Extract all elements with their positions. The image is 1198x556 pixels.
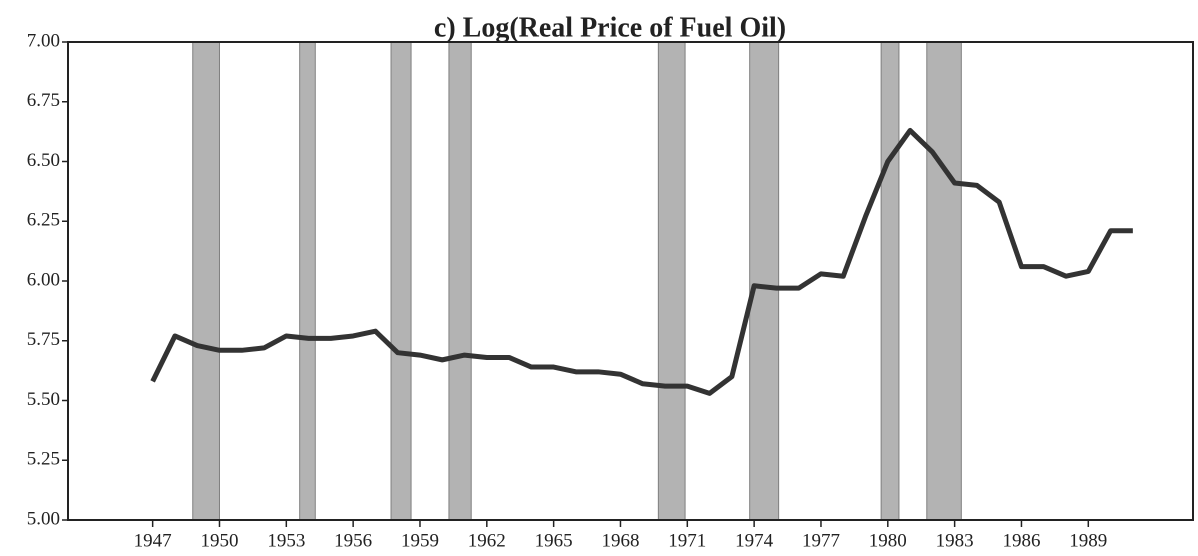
x-tick-label: 1986 (1002, 530, 1040, 551)
y-tick-label: 6.50 (27, 150, 60, 171)
shaded-period (880, 41, 900, 521)
x-tick-label: 1974 (735, 530, 774, 551)
x-tick-label: 1953 (267, 530, 305, 551)
chart-title: c) Log(Real Price of Fuel Oil) (434, 12, 786, 43)
x-tick-label: 1959 (401, 530, 439, 551)
x-tick-label: 1989 (1069, 530, 1107, 551)
y-tick-label: 5.75 (27, 329, 60, 350)
y-tick-label: 6.00 (27, 269, 60, 290)
y-tick-label: 5.50 (27, 389, 60, 410)
x-tick-label: 1947 (134, 530, 172, 551)
x-tick-label: 1977 (802, 530, 840, 551)
shaded-period (192, 41, 220, 521)
shaded-period (390, 41, 412, 521)
x-tick-label: 1965 (535, 530, 573, 551)
x-tick-label: 1980 (869, 530, 907, 551)
x-tick-label: 1971 (668, 530, 706, 551)
y-tick-label: 7.00 (27, 30, 60, 51)
shaded-period (926, 41, 962, 521)
x-tick-label: 1962 (468, 530, 506, 551)
data-line (150, 127, 1133, 396)
y-tick-label: 5.25 (27, 449, 60, 470)
shaded-period (657, 41, 686, 521)
shaded-period (749, 41, 780, 521)
y-tick-label: 5.00 (27, 508, 60, 529)
x-tick-label: 1968 (601, 530, 639, 551)
x-tick-label: 1983 (936, 530, 974, 551)
x-tick-label: 1950 (200, 530, 238, 551)
plot-frame (67, 41, 1194, 521)
shaded-period (448, 41, 472, 521)
y-tick-label: 6.75 (27, 90, 60, 111)
shaded-period (299, 41, 316, 521)
y-tick-label: 6.25 (27, 210, 60, 231)
x-tick-label: 1956 (334, 530, 372, 551)
